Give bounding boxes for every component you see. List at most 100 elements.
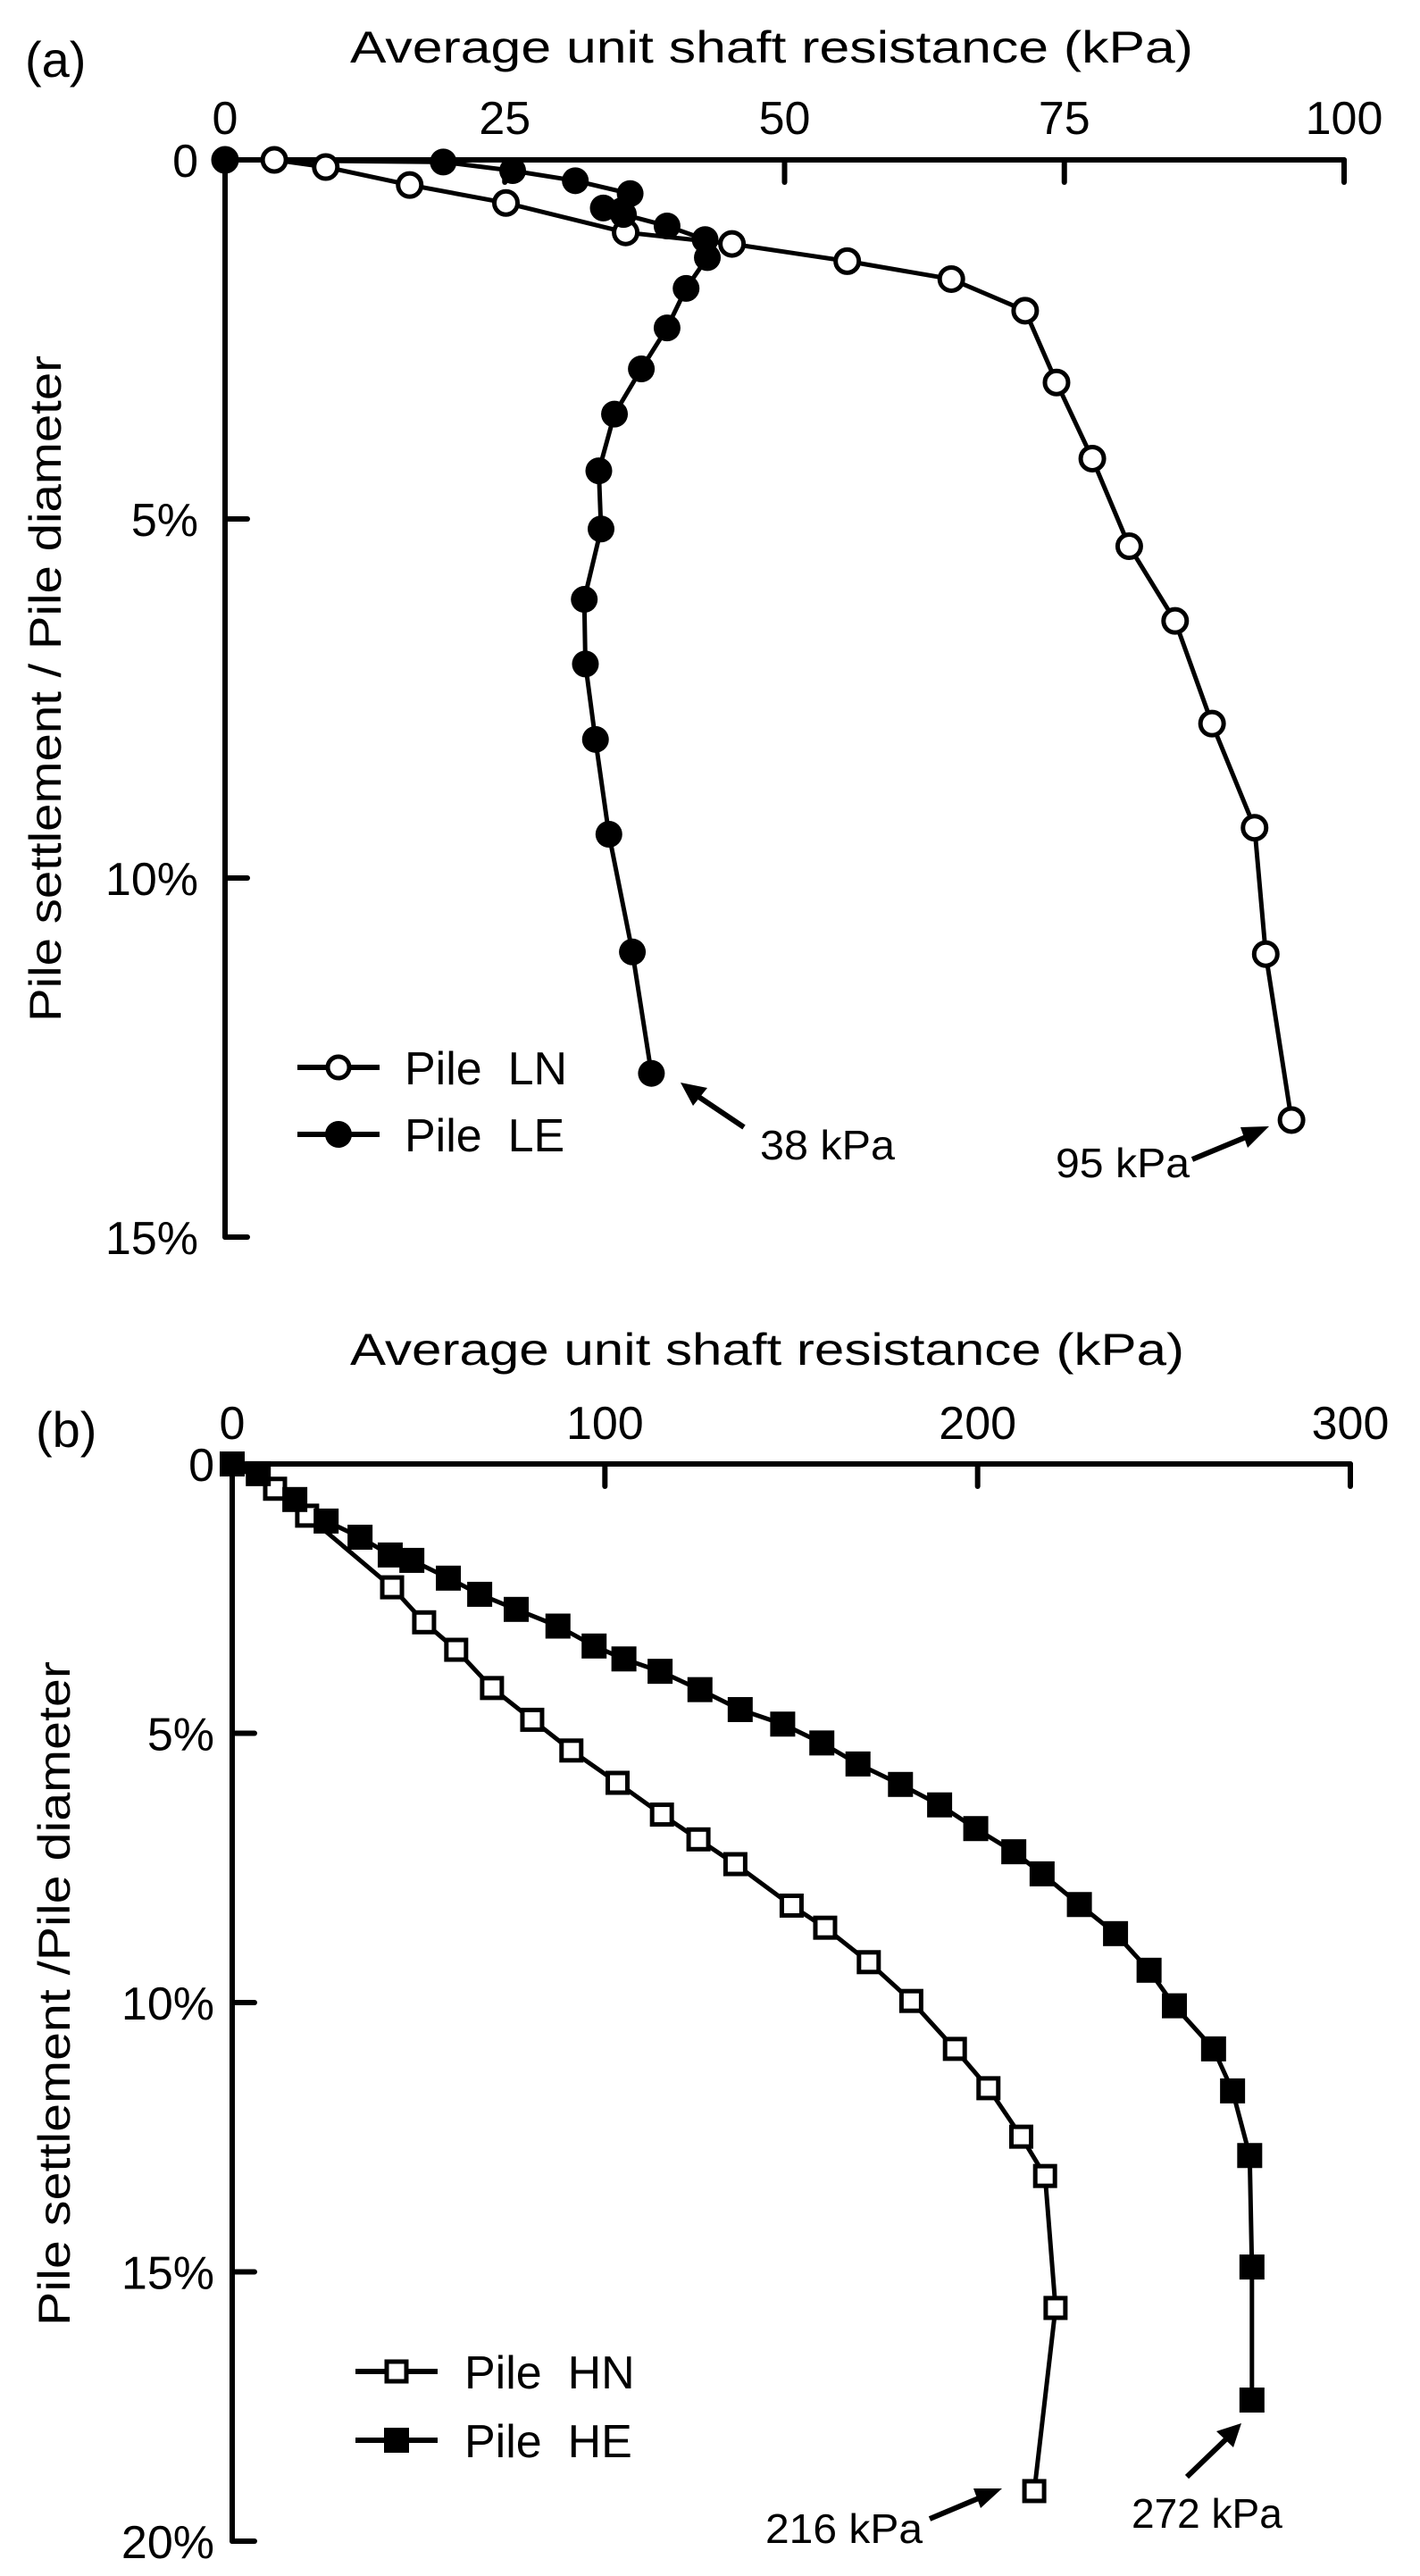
data-point-pile-le — [499, 157, 527, 185]
y-tick-label: 10% — [105, 854, 198, 906]
series-line-pile-le — [224, 157, 710, 1075]
data-point-pile-he — [347, 1525, 373, 1551]
data-point-pile-he — [545, 1613, 571, 1639]
data-point-pile-le — [589, 194, 617, 222]
data-point-pile-he — [1066, 1892, 1092, 1918]
series-line-pile-ln — [225, 157, 1294, 1121]
data-point-pile-le — [628, 355, 656, 382]
legend-label: Pile HN — [464, 2347, 635, 2399]
data-point-pile-hn — [520, 1707, 545, 1732]
legend: Pile LN Pile LE — [297, 1043, 567, 1162]
legend-marker-open-circle — [325, 1054, 352, 1081]
legend-item: Pile HE — [355, 2416, 632, 2468]
y-tick-label: 0 — [188, 1440, 214, 1492]
y-tick-label: 10% — [121, 1978, 214, 2030]
data-point-pile-hn — [976, 2076, 1001, 2101]
data-point-pile-hn — [723, 1852, 748, 1877]
data-point-pile-he — [246, 1460, 271, 1486]
legend-item: Pile LN — [297, 1043, 567, 1095]
x-tick-label: 0 — [220, 1398, 246, 1450]
legend-label: Pile HE — [464, 2416, 632, 2468]
data-point-pile-le — [581, 725, 609, 753]
data-point-pile-le — [430, 148, 457, 176]
data-point-pile-ln — [833, 247, 862, 275]
series-layer — [220, 1451, 1265, 2504]
panel-b: (b) Average unit shaft resistance (kPa) … — [29, 1325, 1389, 2569]
data-point-pile-le — [653, 314, 681, 342]
legend-item: Pile LE — [297, 1110, 564, 1162]
x-tick-label: 100 — [1306, 93, 1383, 145]
annotations: 38 kPa 95 kPa — [681, 1083, 1269, 1186]
data-point-pile-ln — [1277, 1106, 1306, 1134]
data-point-pile-ln — [1161, 606, 1190, 635]
data-point-pile-ln — [1078, 444, 1107, 473]
data-point-pile-he — [927, 1792, 953, 1818]
data-point-pile-ln — [260, 146, 288, 174]
data-point-pile-le — [610, 201, 638, 229]
legend: Pile HN Pile HE — [355, 2347, 635, 2468]
annotation-label: 95 kPa — [1056, 1140, 1190, 1186]
data-point-pile-he — [1136, 1957, 1162, 1983]
legend-marker-filled-circle — [325, 1121, 352, 1148]
data-point-pile-hn — [444, 1637, 469, 1662]
data-point-pile-hn — [1022, 2479, 1047, 2504]
data-point-pile-he — [1103, 1920, 1129, 1946]
data-point-pile-ln — [1198, 709, 1226, 738]
legend-item: Pile HN — [355, 2347, 635, 2399]
data-point-pile-le — [585, 457, 613, 485]
x-tick-label: 25 — [479, 93, 530, 145]
data-point-pile-le — [212, 146, 238, 173]
data-point-pile-he — [1200, 2036, 1226, 2062]
data-point-pile-he — [963, 1816, 989, 1842]
y-tick-label: 5% — [147, 1710, 214, 1761]
data-point-pile-ln — [718, 230, 747, 258]
data-point-pile-ln — [1011, 297, 1040, 325]
data-point-pile-he — [888, 1771, 914, 1797]
data-point-pile-hn — [813, 1915, 838, 1940]
data-point-pile-he — [1162, 1993, 1188, 2019]
y-tick-label: 15% — [105, 1213, 198, 1265]
data-point-pile-ln — [1251, 940, 1280, 968]
annotation-arrowhead — [1240, 1126, 1269, 1148]
y-tick-label: 0 — [172, 136, 198, 188]
data-point-pile-le — [572, 650, 599, 678]
data-point-pile-hn — [380, 1575, 405, 1600]
annotation-label: 38 kPa — [760, 1122, 895, 1168]
data-point-pile-he — [727, 1696, 753, 1722]
legend-marker-open-square — [384, 2359, 409, 2384]
legend-marker-filled-square — [384, 2428, 409, 2453]
data-point-pile-hn — [686, 1827, 711, 1852]
data-point-pile-le — [595, 820, 622, 848]
data-point-pile-hn — [856, 1950, 881, 1975]
axes: 0 25 50 75 100 0 5% 10% 15% — [105, 93, 1382, 1265]
x-tick-label: 0 — [213, 93, 238, 145]
data-point-pile-hn — [649, 1802, 674, 1827]
data-point-pile-hn — [606, 1770, 631, 1795]
data-point-pile-le — [562, 167, 589, 195]
data-point-pile-he — [1001, 1839, 1027, 1865]
data-point-pile-hn — [942, 2037, 967, 2062]
data-point-pile-he — [687, 1677, 713, 1702]
data-point-pile-le — [571, 586, 598, 614]
data-point-pile-le — [601, 400, 629, 428]
x-axis-title: Average unit shaft resistance (kPa) — [350, 1325, 1184, 1375]
data-point-pile-he — [1239, 2388, 1265, 2413]
data-point-pile-he — [809, 1730, 835, 1756]
data-point-pile-hn — [898, 1988, 923, 2013]
data-point-pile-he — [1029, 1861, 1055, 1886]
data-point-pile-he — [504, 1596, 530, 1622]
data-point-pile-he — [436, 1565, 462, 1591]
x-tick-label: 75 — [1039, 93, 1090, 145]
data-point-pile-le — [588, 515, 615, 543]
data-point-pile-ln — [1042, 368, 1071, 397]
series-layer — [211, 146, 1306, 1134]
data-point-pile-ln — [492, 188, 521, 217]
y-tick-label: 20% — [121, 2517, 214, 2569]
data-point-pile-he — [1237, 2143, 1263, 2169]
panel-a: (a) Average unit shaft resistance (kPa) … — [21, 22, 1382, 1265]
annotations: 216 kPa 272 kPa — [765, 2423, 1282, 2552]
legend-label: Pile LN — [405, 1043, 567, 1095]
data-point-pile-hn — [559, 1738, 584, 1763]
data-point-pile-he — [467, 1581, 493, 1607]
